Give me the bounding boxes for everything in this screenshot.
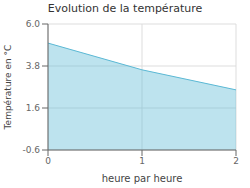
svg-text:-0.6: -0.6 [22,145,40,155]
svg-text:3.8: 3.8 [26,61,41,71]
svg-text:6.0: 6.0 [26,19,41,29]
svg-text:0: 0 [45,156,51,166]
html-text:Evolution de la température: Evolution de la température [47,2,203,15]
svg-text:Température en °C: Température en °C [8,45,13,131]
svg-text:2: 2 [233,156,239,166]
svg-text:1: 1 [139,156,145,166]
svg-text:1.6: 1.6 [26,103,41,113]
svg-text:heure par heure: heure par heure [102,173,183,184]
